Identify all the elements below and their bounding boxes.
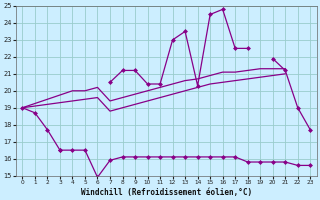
X-axis label: Windchill (Refroidissement éolien,°C): Windchill (Refroidissement éolien,°C) (81, 188, 252, 197)
